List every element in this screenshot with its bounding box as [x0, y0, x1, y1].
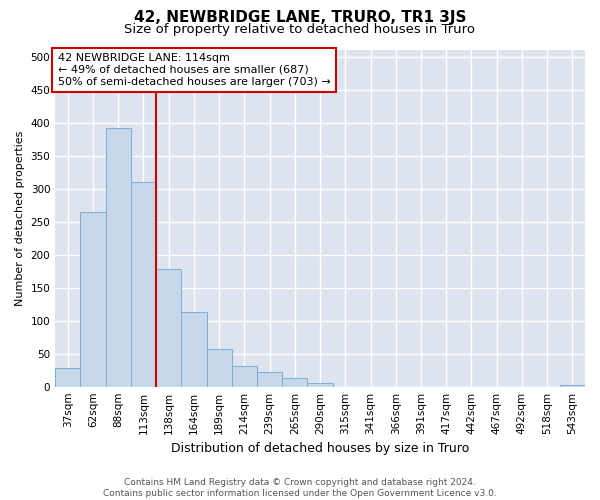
Bar: [181, 312, 206, 386]
Text: 42, NEWBRIDGE LANE, TRURO, TR1 3JS: 42, NEWBRIDGE LANE, TRURO, TR1 3JS: [134, 10, 466, 25]
Text: 42 NEWBRIDGE LANE: 114sqm
← 49% of detached houses are smaller (687)
50% of semi: 42 NEWBRIDGE LANE: 114sqm ← 49% of detac…: [58, 54, 331, 86]
Bar: [55, 368, 80, 386]
Bar: [80, 212, 106, 386]
Bar: [206, 349, 232, 387]
Bar: [282, 378, 307, 386]
X-axis label: Distribution of detached houses by size in Truro: Distribution of detached houses by size …: [171, 442, 469, 455]
Bar: [106, 128, 131, 386]
Bar: [156, 269, 181, 386]
Text: Contains HM Land Registry data © Crown copyright and database right 2024.
Contai: Contains HM Land Registry data © Crown c…: [103, 478, 497, 498]
Y-axis label: Number of detached properties: Number of detached properties: [15, 130, 25, 306]
Bar: [232, 366, 257, 386]
Text: Size of property relative to detached houses in Truro: Size of property relative to detached ho…: [125, 22, 476, 36]
Bar: [307, 382, 332, 386]
Bar: [257, 372, 282, 386]
Bar: [560, 384, 585, 386]
Bar: [131, 182, 156, 386]
